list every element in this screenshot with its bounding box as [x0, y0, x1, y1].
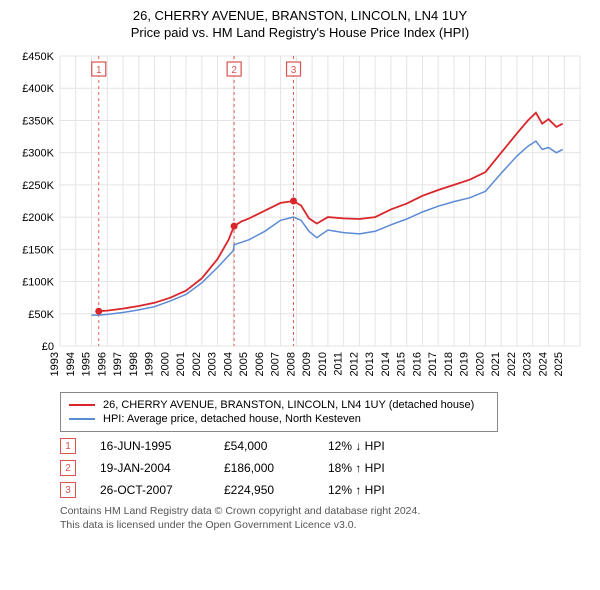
- svg-text:2004: 2004: [222, 352, 234, 376]
- chart-title-line1: 26, CHERRY AVENUE, BRANSTON, LINCOLN, LN…: [10, 8, 590, 23]
- chart-title-line2: Price paid vs. HM Land Registry's House …: [10, 25, 590, 40]
- svg-text:1997: 1997: [112, 352, 124, 376]
- svg-text:2024: 2024: [537, 352, 549, 376]
- sale-row-marker: 1: [60, 438, 76, 454]
- sale-date: 19-JAN-2004: [100, 461, 200, 475]
- sale-row-marker: 3: [60, 482, 76, 498]
- svg-text:2025: 2025: [553, 352, 565, 376]
- svg-text:2002: 2002: [191, 352, 203, 376]
- sale-diff: 12% ↑ HPI: [328, 483, 428, 497]
- svg-text:2016: 2016: [411, 352, 423, 376]
- svg-text:2019: 2019: [459, 352, 471, 376]
- legend-swatch: [69, 418, 95, 420]
- price-chart: £0 £50K £100K £150K £200K £250K £300K £350K £400…: [10, 46, 590, 386]
- svg-text:£250K: £250K: [22, 180, 54, 192]
- svg-text:2007: 2007: [270, 352, 282, 376]
- svg-text:2011: 2011: [333, 352, 345, 376]
- svg-text:2014: 2014: [380, 352, 392, 376]
- svg-text:£450K: £450K: [22, 51, 54, 63]
- legend-label: HPI: Average price, detached house, Nort…: [103, 413, 361, 425]
- attribution-line2: This data is licensed under the Open Gov…: [60, 518, 580, 532]
- legend-item: 26, CHERRY AVENUE, BRANSTON, LINCOLN, LN…: [69, 399, 489, 411]
- svg-text:2008: 2008: [285, 352, 297, 376]
- svg-text:2: 2: [231, 65, 237, 76]
- svg-text:2018: 2018: [443, 352, 455, 376]
- svg-text:2005: 2005: [238, 352, 250, 376]
- svg-text:1: 1: [96, 65, 102, 76]
- legend-item: HPI: Average price, detached house, Nort…: [69, 413, 489, 425]
- svg-text:£350K: £350K: [22, 115, 54, 127]
- svg-text:2009: 2009: [301, 352, 313, 376]
- svg-text:2020: 2020: [474, 352, 486, 376]
- svg-text:£200K: £200K: [22, 212, 54, 224]
- legend-swatch: [69, 404, 95, 406]
- sale-diff: 18% ↑ HPI: [328, 461, 428, 475]
- sale-row: 2 19-JAN-2004 £186,000 18% ↑ HPI: [60, 460, 590, 476]
- svg-text:2003: 2003: [207, 352, 219, 376]
- svg-text:3: 3: [291, 65, 297, 76]
- svg-text:1993: 1993: [49, 352, 61, 376]
- legend: 26, CHERRY AVENUE, BRANSTON, LINCOLN, LN…: [60, 392, 498, 432]
- svg-text:1995: 1995: [81, 352, 93, 376]
- svg-text:2015: 2015: [396, 352, 408, 376]
- svg-text:2021: 2021: [490, 352, 502, 376]
- sale-point-1: [95, 308, 102, 315]
- sale-point-2: [231, 223, 238, 230]
- svg-text:2012: 2012: [348, 352, 360, 376]
- sale-row: 1 16-JUN-1995 £54,000 12% ↓ HPI: [60, 438, 590, 454]
- svg-text:2017: 2017: [427, 352, 439, 376]
- svg-text:£150K: £150K: [22, 244, 54, 256]
- svg-text:2001: 2001: [175, 352, 187, 376]
- svg-text:£50K: £50K: [28, 309, 54, 321]
- sale-row-marker: 2: [60, 460, 76, 476]
- attribution: Contains HM Land Registry data © Crown c…: [60, 504, 580, 532]
- chart-svg: £0 £50K £100K £150K £200K £250K £300K £350K £400…: [10, 46, 590, 386]
- sale-point-3: [290, 198, 297, 205]
- sale-date: 16-JUN-1995: [100, 439, 200, 453]
- svg-text:£0: £0: [42, 341, 54, 353]
- svg-text:£300K: £300K: [22, 148, 54, 160]
- svg-text:1998: 1998: [128, 352, 140, 376]
- svg-text:1996: 1996: [96, 352, 108, 376]
- svg-text:2010: 2010: [317, 352, 329, 376]
- svg-text:1999: 1999: [144, 352, 156, 376]
- svg-text:1994: 1994: [65, 352, 77, 376]
- legend-label: 26, CHERRY AVENUE, BRANSTON, LINCOLN, LN…: [103, 399, 474, 411]
- svg-text:£400K: £400K: [22, 83, 54, 95]
- sale-diff: 12% ↓ HPI: [328, 439, 428, 453]
- sale-price: £224,950: [224, 483, 304, 497]
- sale-price: £186,000: [224, 461, 304, 475]
- attribution-line1: Contains HM Land Registry data © Crown c…: [60, 504, 580, 518]
- svg-text:2013: 2013: [364, 352, 376, 376]
- svg-text:2022: 2022: [506, 352, 518, 376]
- svg-text:2023: 2023: [522, 352, 534, 376]
- sale-date: 26-OCT-2007: [100, 483, 200, 497]
- sale-price: £54,000: [224, 439, 304, 453]
- svg-text:£100K: £100K: [22, 277, 54, 289]
- svg-text:2000: 2000: [159, 352, 171, 376]
- sale-row: 3 26-OCT-2007 £224,950 12% ↑ HPI: [60, 482, 590, 498]
- sales-table: 1 16-JUN-1995 £54,000 12% ↓ HPI 2 19-JAN-2004…: [60, 438, 590, 498]
- svg-text:2006: 2006: [254, 352, 266, 376]
